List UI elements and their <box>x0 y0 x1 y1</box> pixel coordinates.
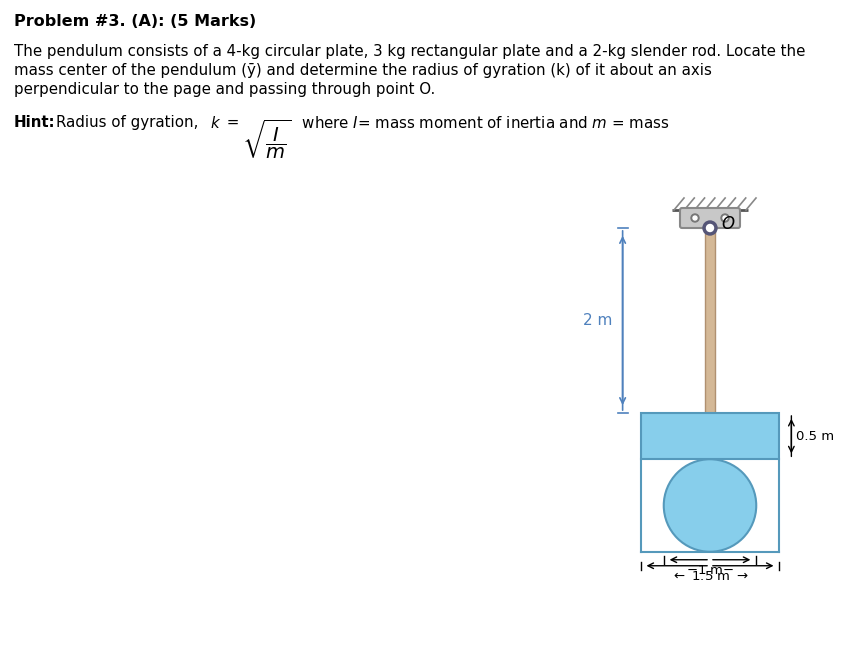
Circle shape <box>721 214 729 222</box>
Text: Hint:: Hint: <box>14 115 56 130</box>
FancyBboxPatch shape <box>680 208 740 228</box>
Text: $\leftarrow$ 1.5 m $\rightarrow$: $\leftarrow$ 1.5 m $\rightarrow$ <box>671 570 749 583</box>
Text: The pendulum consists of a 4-kg circular plate, 3 kg rectangular plate and a 2-k: The pendulum consists of a 4-kg circular… <box>14 44 806 59</box>
Circle shape <box>691 214 699 222</box>
Text: $k$: $k$ <box>210 115 221 131</box>
Text: 2 m: 2 m <box>583 313 613 328</box>
Text: mass center of the pendulum (ȳ) and determine the radius of gyration (k) of it a: mass center of the pendulum (ȳ) and dete… <box>14 63 712 78</box>
Text: Problem #3. (A): (5 Marks): Problem #3. (A): (5 Marks) <box>14 14 257 29</box>
Text: $\sqrt{\dfrac{I}{m}}$: $\sqrt{\dfrac{I}{m}}$ <box>242 118 292 162</box>
Text: perpendicular to the page and passing through point O.: perpendicular to the page and passing th… <box>14 82 435 97</box>
Circle shape <box>706 225 714 232</box>
Circle shape <box>664 459 756 552</box>
Bar <box>641 413 779 459</box>
Bar <box>705 228 715 413</box>
Circle shape <box>723 216 727 220</box>
Text: 0.5 m: 0.5 m <box>796 430 835 443</box>
Text: where $I$= mass moment of inertia and $m$ = mass: where $I$= mass moment of inertia and $m… <box>297 115 669 131</box>
Text: $-$1 m$-$: $-$1 m$-$ <box>686 564 734 577</box>
Text: O: O <box>721 215 734 233</box>
Text: =: = <box>222 115 245 130</box>
Circle shape <box>693 216 697 220</box>
Text: Radius of gyration,: Radius of gyration, <box>56 115 203 130</box>
Circle shape <box>703 221 717 235</box>
